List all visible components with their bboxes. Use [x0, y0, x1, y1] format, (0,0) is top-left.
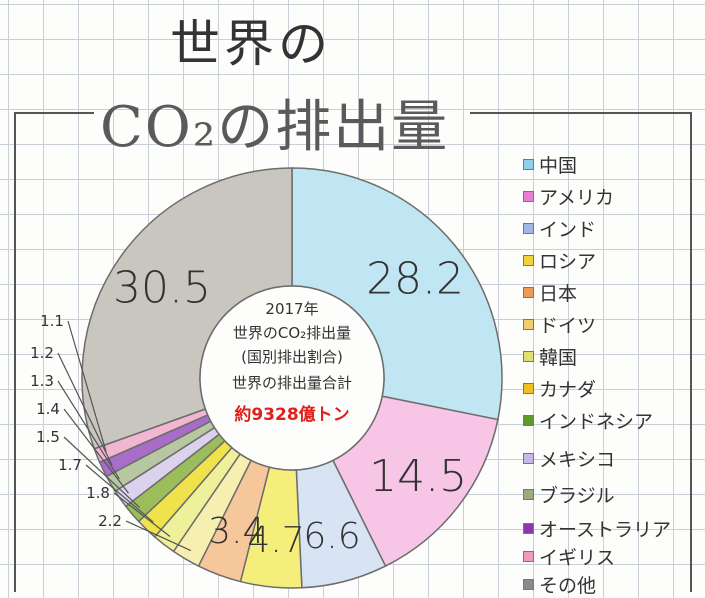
legend-swatch-icon [523, 254, 534, 266]
legend-item-2: インド [523, 214, 596, 242]
legend-label: インドネシア [539, 410, 654, 433]
title-rule-left [14, 112, 94, 114]
legend-swatch-icon [523, 286, 534, 298]
legend-label: ドイツ [539, 314, 597, 337]
legend-swatch-icon [523, 414, 534, 426]
value-label-6: 1.8 [86, 484, 110, 502]
legend-label: オーストラリア [539, 518, 672, 541]
legend-label: メキシコ [539, 448, 616, 471]
legend-swatch-icon [523, 488, 534, 500]
chart-title-line1: 世界の [170, 15, 332, 73]
value-label-10: 1.3 [30, 372, 54, 390]
legend-item-12: イギリス [523, 542, 615, 570]
legend-label: 韓国 [539, 346, 578, 369]
value-label-0: 28.2 [366, 253, 464, 304]
value-label-11: 1.2 [30, 344, 54, 362]
legend-swatch-icon [523, 222, 534, 234]
legend-swatch-icon [523, 578, 534, 590]
legend-item-6: 韓国 [523, 342, 577, 370]
value-label-3: 4.7 [247, 520, 304, 561]
legend-label: カナダ [539, 378, 597, 401]
title-rule-right [470, 112, 690, 114]
center-text-line5: 約9328億トン [234, 404, 349, 425]
legend-item-10: ブラジル [523, 480, 615, 508]
legend-item-5: ドイツ [523, 310, 596, 338]
legend-label: イギリス [539, 546, 616, 569]
leader-line-5 [125, 520, 192, 552]
legend-swatch-icon [523, 550, 534, 562]
legend-swatch-icon [523, 190, 534, 202]
leader-line-10 [57, 380, 120, 480]
legend-label: 日本 [539, 282, 578, 305]
value-label-4: 3.4 [208, 511, 265, 552]
legend-item-8: インドネシア [523, 406, 653, 434]
legend-label: 中国 [539, 154, 578, 177]
legend-item-4: 日本 [523, 278, 577, 306]
legend-swatch-icon [523, 452, 534, 464]
legend-label: その他 [539, 574, 597, 597]
frame-right [690, 112, 692, 592]
legend-swatch-icon [523, 382, 534, 394]
chart-title-line2: CO₂の排出量 [100, 95, 450, 160]
legend-label: インド [539, 218, 597, 241]
legend-swatch-icon [523, 158, 534, 170]
frame-left [14, 112, 16, 592]
leader-line-11 [57, 352, 113, 466]
leader-line-9 [63, 408, 129, 494]
leader-line-7 [85, 464, 154, 523]
leader-line-6 [113, 492, 171, 537]
legend-item-7: カナダ [523, 374, 596, 402]
value-label-1: 14.5 [369, 451, 467, 502]
legend-swatch-icon [523, 522, 534, 534]
center-text-line1: 2017年 [265, 300, 318, 318]
value-label-12: 1.1 [40, 312, 64, 330]
leader-line-8 [63, 436, 141, 508]
leader-line-12 [67, 320, 107, 453]
value-label-8: 1.5 [36, 428, 60, 446]
legend-label: ブラジル [539, 484, 615, 507]
legend-item-13: その他 [523, 570, 596, 598]
value-label-9: 1.4 [36, 400, 60, 418]
legend-item-3: ロシア [523, 246, 596, 274]
value-label-13: 30.5 [113, 262, 211, 313]
value-label-2: 6.6 [303, 516, 360, 557]
center-text-line2: 世界のCO₂排出量 [233, 324, 351, 342]
legend-item-1: アメリカ [523, 182, 614, 210]
value-label-7: 1.7 [58, 456, 82, 474]
legend-swatch-icon [523, 318, 534, 330]
legend-item-0: 中国 [523, 150, 577, 178]
center-text-line4: 世界の排出量合計 [232, 374, 352, 392]
legend-swatch-icon [523, 350, 534, 362]
legend-label: ロシア [539, 250, 597, 273]
legend-item-11: オーストラリア [523, 514, 671, 542]
legend-item-9: メキシコ [523, 444, 615, 472]
center-text-line3: (国別排出割合) [241, 348, 343, 366]
value-label-5: 2.2 [98, 512, 122, 530]
legend-label: アメリカ [539, 186, 615, 209]
donut-hole [199, 285, 385, 471]
